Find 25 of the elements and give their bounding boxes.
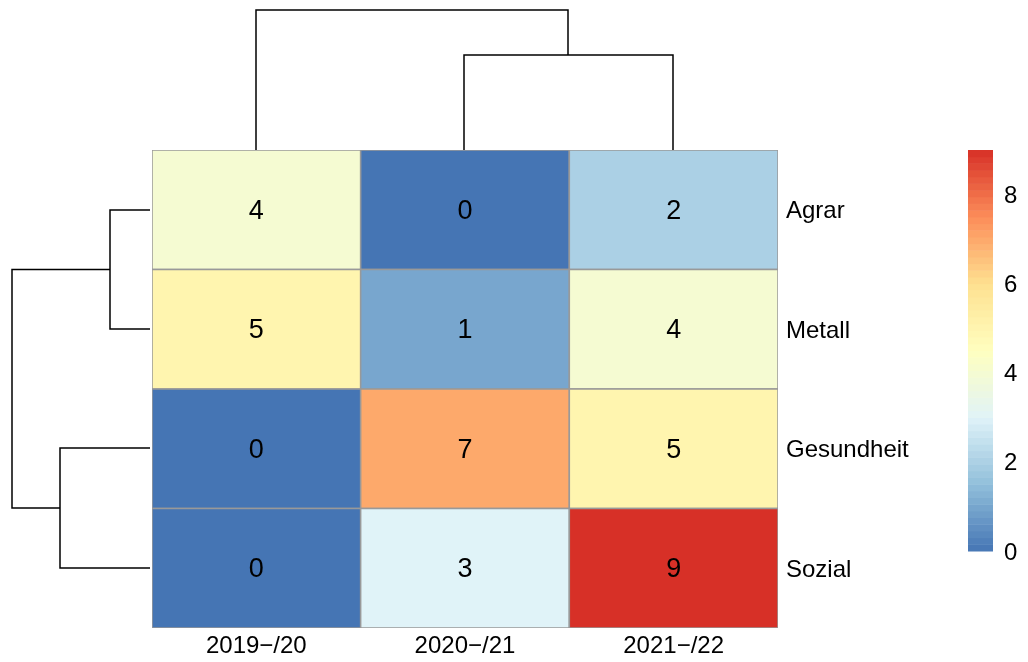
color-bar-label: 2 xyxy=(1004,448,1018,476)
x-tick-label: 2020−/21 xyxy=(414,631,516,659)
y-tick-label: Gesundheit xyxy=(786,435,910,463)
y-tick-label: Metall xyxy=(786,315,851,343)
data-label: 9 xyxy=(666,553,682,584)
y-tick-label: Agrar xyxy=(786,196,845,224)
data-label: 3 xyxy=(457,553,473,584)
data-label: 2 xyxy=(666,194,682,225)
color-bar-label: 8 xyxy=(1004,181,1018,209)
data-label: 5 xyxy=(248,314,264,345)
data-label: 4 xyxy=(248,194,264,225)
color-bar-label: 0 xyxy=(1004,537,1018,565)
data-label: 4 xyxy=(666,314,682,345)
data-label: 1 xyxy=(457,314,473,345)
color-bar-label: 4 xyxy=(1004,359,1018,387)
data-label: 5 xyxy=(666,433,682,464)
data-label: 0 xyxy=(248,433,264,464)
colour-scale: 0 2 4 6 8 xyxy=(968,150,1018,565)
x-tick-label: 2021−/22 xyxy=(623,631,725,659)
data-label: 0 xyxy=(248,553,264,584)
data-label: 7 xyxy=(457,433,473,464)
data-label: 0 xyxy=(457,194,473,225)
color-bar-label: 6 xyxy=(1004,270,1018,298)
y-tick-label: Sozial xyxy=(786,554,852,582)
x-tick-label: 2019−/20 xyxy=(205,631,307,659)
